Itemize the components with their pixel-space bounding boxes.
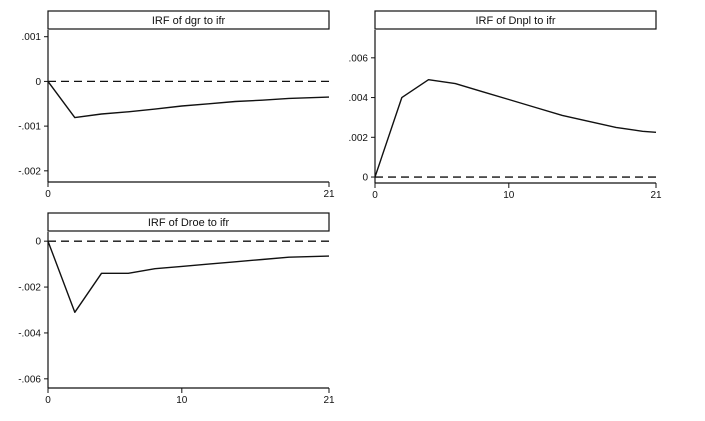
chart-panel-1: IRF of dgr to ifr .001 0 -.001 -.002 0 21 [18, 10, 335, 200]
x-tick-label: 10 [176, 395, 188, 406]
y-tick-label: .001 [22, 32, 42, 43]
x-tick-label: 0 [45, 395, 51, 406]
x-tick-label: 21 [650, 190, 662, 201]
chart-title: IRF of Dnpl to ifr [475, 15, 555, 27]
chart-panel-3: IRF of Droe to ifr 0 -.002 -.004 -.006 0 10 21 [18, 212, 335, 406]
title-box [47, 212, 330, 232]
irf-series-line [47, 80, 330, 119]
chart-title: IRF of Droe to ifr [148, 217, 230, 229]
y-tick-label: -.006 [18, 374, 41, 385]
chart-panel-2: IRF of Dnpl to ifr .006 .004 .002 00 10 21 [349, 10, 662, 201]
x-tick-label: 10 [503, 190, 515, 201]
irf-series-line [374, 78, 657, 178]
y-tick-label: -.004 [18, 328, 41, 339]
x-tick-label: 21 [323, 395, 335, 406]
x-tick-label: 0 [45, 189, 51, 200]
x-tick-label: 21 [323, 189, 335, 200]
chart-title: IRF of dgr to ifr [152, 15, 226, 27]
y-tick-label: .002 [349, 133, 369, 144]
y-tick-label: 0 [35, 237, 41, 248]
y-tick-label: -.002 [18, 283, 41, 294]
y-tick-label: .006 [349, 53, 369, 64]
title-box [374, 10, 657, 30]
y-tick-label: -.001 [18, 122, 41, 133]
y-tick-label: 0 [362, 173, 368, 184]
y-tick-label: 0 [35, 77, 41, 88]
y-tick-label: -.002 [18, 166, 41, 177]
title-box [47, 10, 330, 30]
x-tick-label: 0 [372, 190, 378, 201]
irf-series-line [47, 240, 330, 313]
y-tick-label: .004 [349, 93, 369, 104]
